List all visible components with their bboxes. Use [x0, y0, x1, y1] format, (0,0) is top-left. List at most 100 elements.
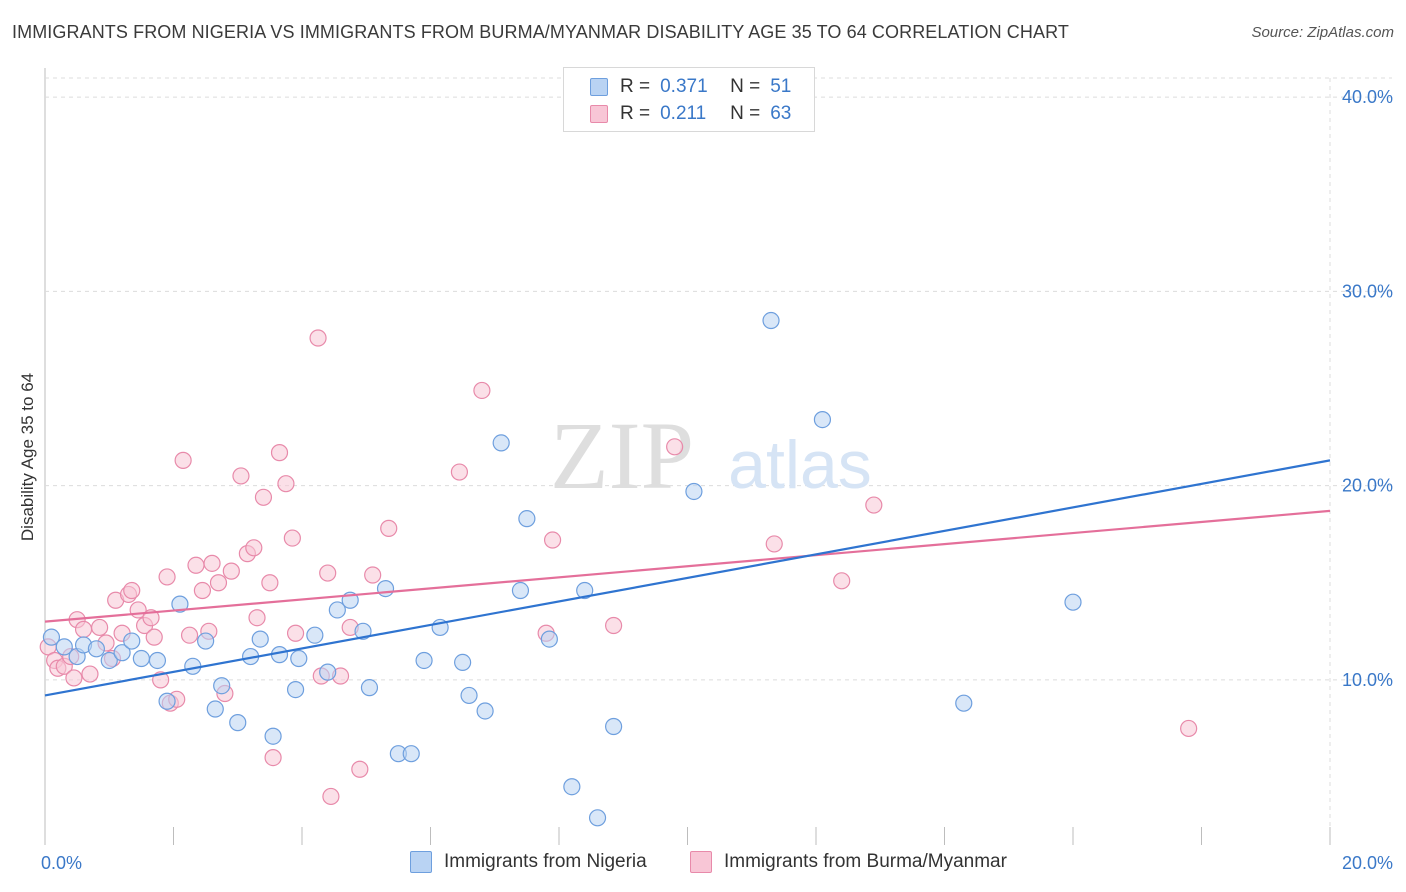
nigeria-point	[354, 622, 372, 640]
burma-point	[351, 760, 369, 778]
series-nigeria-points	[42, 86, 1082, 827]
legend-n-value: 63	[770, 103, 792, 124]
nigeria-point	[576, 581, 594, 600]
nigeria-point	[402, 745, 420, 763]
nigeria-point	[511, 581, 530, 600]
burma-point	[865, 496, 883, 514]
legend-n-value: 51	[770, 76, 792, 97]
burma-point	[245, 539, 263, 557]
burma-point	[833, 572, 851, 590]
nigeria-point	[588, 809, 607, 827]
nigeria-point	[42, 628, 61, 646]
nigeria-point	[605, 717, 623, 736]
burma-point	[65, 669, 83, 687]
nigeria-point	[460, 686, 478, 705]
chart-title: IMMIGRANTS FROM NIGERIA VS IMMIGRANTS FR…	[12, 22, 1069, 42]
burma-point	[286, 624, 305, 642]
legend-r-value: 0.211	[660, 103, 707, 124]
nigeria-point	[492, 434, 510, 452]
axis-ticks: 10.0% 20.0% 30.0% 40.0% 0.0% 20.0%	[41, 87, 1393, 873]
nigeria-point	[328, 601, 346, 619]
nigeria-point	[171, 595, 189, 613]
nigeria-point	[100, 651, 118, 670]
burma-point	[264, 748, 282, 767]
burma-point	[277, 475, 295, 493]
burma-point	[270, 444, 289, 462]
nigeria-point	[454, 653, 472, 672]
nigeria-trend-line	[44, 459, 1331, 697]
burma-point	[543, 531, 562, 549]
burma-point	[81, 665, 99, 683]
nigeria-point	[132, 649, 150, 668]
nigeria-point	[213, 677, 231, 695]
burma-point	[91, 618, 109, 637]
nigeria-point	[123, 632, 141, 650]
bottom-legend-burma: Immigrants from Burma/Myanmar	[690, 851, 1007, 873]
burma-point	[145, 628, 163, 646]
burma-point	[1180, 719, 1198, 738]
nigeria-point	[197, 632, 215, 650]
burma-point	[605, 616, 623, 635]
nigeria-point	[685, 482, 703, 501]
burma-point	[765, 535, 783, 553]
bottom-legend-label-nigeria: Immigrants from Nigeria	[444, 851, 647, 872]
burma-point	[180, 626, 199, 644]
burma-point	[158, 568, 176, 586]
legend-row-burma: R = 0.211 N = 63	[590, 103, 791, 125]
nigeria-point	[290, 649, 308, 668]
nigeria-point	[148, 651, 167, 670]
y-tick-label: 30.0%	[1342, 281, 1393, 301]
burma-point	[450, 463, 469, 481]
y-tick-label: 20.0%	[1342, 476, 1393, 496]
burma-point	[203, 554, 221, 572]
burma-point	[380, 519, 398, 537]
nigeria-point	[518, 510, 536, 528]
bottom-legend-swatch-burma	[690, 851, 712, 873]
y-tick-label: 10.0%	[1342, 670, 1393, 690]
x-tick-label-min: 0.0%	[41, 853, 82, 873]
nigeria-point	[55, 638, 73, 656]
watermark: ZIP atlas	[550, 402, 872, 509]
legend-row-nigeria: R = 0.371 N = 51	[590, 76, 791, 98]
burma-point	[666, 438, 684, 456]
nigeria-point	[306, 626, 324, 644]
burma-trend-line	[44, 509, 1331, 623]
x-tick-label-max: 20.0%	[1342, 853, 1393, 873]
nigeria-point	[540, 630, 558, 648]
legend-box: R = 0.371 N = 51 R = 0.211 N = 63	[563, 67, 815, 132]
burma-point	[248, 609, 266, 627]
nigeria-point	[360, 679, 379, 697]
y-tick-label: 40.0%	[1342, 87, 1393, 107]
nigeria-point	[955, 694, 973, 712]
legend-n-label: N =	[730, 103, 761, 124]
burma-point	[187, 556, 205, 574]
burma-point	[319, 564, 337, 582]
legend-n-label: N =	[730, 76, 761, 97]
burma-point	[261, 574, 279, 592]
y-axis-label: Disability Age 35 to 64	[18, 373, 37, 541]
watermark-atlas: atlas	[728, 427, 872, 503]
legend-swatch-nigeria	[590, 78, 608, 96]
trend-lines	[44, 459, 1331, 697]
nigeria-point	[476, 702, 494, 720]
burma-point	[322, 787, 340, 806]
nigeria-point	[1064, 593, 1082, 611]
legend-r-label: R =	[620, 103, 651, 124]
nigeria-point	[563, 778, 581, 796]
nigeria-point	[376, 579, 395, 598]
nigeria-point	[229, 714, 247, 732]
burma-point	[123, 581, 141, 600]
burma-point	[309, 329, 327, 347]
burma-point	[174, 451, 192, 469]
series-burma-points	[39, 329, 1198, 806]
nigeria-point	[206, 700, 224, 718]
burma-point	[254, 488, 273, 506]
nigeria-point	[158, 692, 176, 710]
bottom-legend-label-burma: Immigrants from Burma/Myanmar	[724, 851, 1007, 872]
nigeria-point	[87, 640, 106, 658]
nigeria-point	[286, 680, 305, 699]
burma-point	[283, 529, 301, 547]
source-label: Source: ZipAtlas.com	[1251, 24, 1394, 41]
nigeria-point	[113, 644, 131, 662]
